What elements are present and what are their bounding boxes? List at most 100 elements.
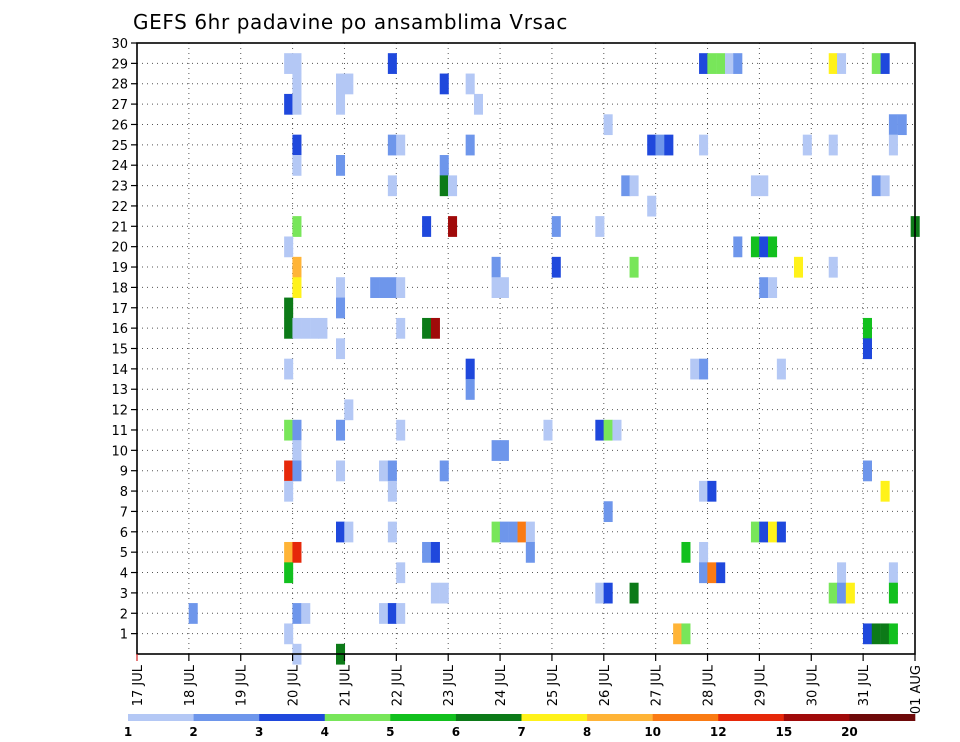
heatmap-cell bbox=[336, 419, 346, 441]
heatmap-cell bbox=[284, 419, 294, 441]
y-tick-label: 8 bbox=[120, 485, 128, 500]
heatmap-cell bbox=[336, 338, 346, 360]
y-tick-label: 19 bbox=[111, 261, 128, 276]
y-tick-label: 10 bbox=[111, 444, 128, 459]
heatmap-cell bbox=[508, 521, 518, 543]
heatmap-cell bbox=[716, 53, 726, 74]
heatmap-cell bbox=[379, 277, 389, 298]
legend-swatch bbox=[390, 714, 457, 721]
heatmap-cell bbox=[396, 277, 406, 298]
legend-label: 20 bbox=[841, 725, 858, 739]
heatmap-cell bbox=[284, 93, 294, 115]
heatmap-cell bbox=[292, 277, 302, 298]
heatmap-cell bbox=[387, 175, 397, 197]
legend-swatch bbox=[587, 714, 653, 721]
x-tick-label: 18 JUL bbox=[183, 664, 198, 706]
legend-label: 6 bbox=[452, 725, 460, 739]
heatmap-cell bbox=[759, 175, 769, 197]
heatmap-cells bbox=[188, 53, 920, 665]
x-tick-label: 22 JUL bbox=[390, 664, 405, 706]
heatmap-cell bbox=[499, 521, 509, 543]
heatmap-cell bbox=[284, 623, 294, 645]
y-tick-label: 17 bbox=[111, 302, 128, 317]
heatmap-cell bbox=[725, 53, 735, 74]
legend-label: 7 bbox=[517, 725, 525, 739]
heatmap-cell bbox=[491, 277, 501, 298]
y-tick-label: 26 bbox=[111, 118, 128, 133]
heatmap-cell bbox=[897, 114, 907, 136]
y-tick-label: 11 bbox=[111, 424, 128, 439]
heatmap-cell bbox=[837, 562, 847, 584]
heatmap-cell bbox=[422, 216, 432, 237]
heatmap-cell bbox=[888, 134, 898, 156]
heatmap-cell bbox=[439, 175, 449, 197]
heatmap-cell bbox=[336, 521, 346, 543]
legend-label: 1 bbox=[124, 725, 132, 739]
legend-swatch bbox=[193, 714, 260, 721]
heatmap-cell bbox=[396, 603, 406, 624]
heatmap-cell bbox=[595, 582, 605, 604]
heatmap-cell bbox=[828, 582, 838, 604]
y-tick-label: 5 bbox=[120, 546, 128, 561]
heatmap-cell bbox=[473, 93, 483, 115]
heatmap-cell bbox=[292, 603, 302, 624]
y-tick-label: 24 bbox=[111, 159, 128, 174]
heatmap-cell bbox=[387, 277, 397, 298]
y-tick-label: 20 bbox=[111, 241, 128, 256]
heatmap-cell bbox=[733, 53, 743, 74]
x-tick-label: 27 JUL bbox=[650, 664, 665, 706]
heatmap-cell bbox=[188, 603, 198, 624]
x-tick-label: 25 JUL bbox=[546, 664, 561, 706]
legend-swatch bbox=[652, 714, 719, 721]
heatmap-cell bbox=[880, 480, 890, 502]
heatmap-cell bbox=[673, 623, 683, 645]
heatmap-cell bbox=[284, 541, 294, 563]
heatmap-cell bbox=[396, 134, 406, 156]
heatmap-cell bbox=[336, 460, 346, 482]
heatmap-cell bbox=[888, 562, 898, 584]
heatmap-cell bbox=[422, 317, 432, 339]
heatmap-cell bbox=[465, 73, 475, 95]
y-tick-label: 23 bbox=[111, 180, 128, 195]
heatmap-cell bbox=[862, 317, 872, 339]
heatmap-cell bbox=[491, 521, 501, 543]
heatmap-cell bbox=[396, 562, 406, 584]
heatmap-cell bbox=[396, 419, 406, 441]
heatmap-cell bbox=[699, 541, 709, 563]
heatmap-cell bbox=[776, 358, 786, 380]
heatmap-cell bbox=[292, 440, 302, 461]
heatmap-cell bbox=[284, 562, 294, 584]
legend-swatch bbox=[718, 714, 785, 721]
heatmap-cell bbox=[595, 216, 605, 237]
x-tick-label: 28 JUL bbox=[702, 664, 717, 706]
heatmap-cell bbox=[828, 256, 838, 278]
x-tick-label: 29 JUL bbox=[753, 664, 768, 706]
legend-swatch bbox=[259, 714, 326, 721]
heatmap-cell bbox=[439, 582, 449, 604]
heatmap-cell bbox=[387, 460, 397, 482]
heatmap-cell bbox=[699, 358, 709, 380]
heatmap-cell bbox=[336, 155, 346, 176]
heatmap-cell bbox=[551, 216, 561, 237]
heatmap-cell bbox=[370, 277, 380, 298]
heatmap-cell bbox=[430, 582, 440, 604]
heatmap-cell bbox=[525, 541, 535, 563]
heatmap-cell bbox=[871, 623, 881, 645]
heatmap-cell bbox=[759, 277, 769, 298]
heatmap-cell bbox=[629, 175, 639, 197]
heatmap-cell bbox=[465, 379, 475, 400]
legend-label: 8 bbox=[583, 725, 591, 739]
heatmap-cell bbox=[871, 175, 881, 197]
heatmap-cell bbox=[707, 562, 717, 584]
heatmap-cell bbox=[750, 175, 760, 197]
heatmap-cell bbox=[629, 582, 639, 604]
heatmap-cell bbox=[768, 236, 778, 258]
heatmap-cell bbox=[750, 236, 760, 258]
heatmap-cell bbox=[292, 134, 302, 156]
heatmap-cell bbox=[387, 480, 397, 502]
heatmap-cell bbox=[655, 134, 665, 156]
heatmap-cell bbox=[292, 93, 302, 115]
heatmap-cell bbox=[768, 277, 778, 298]
heatmap-cell bbox=[422, 541, 432, 563]
